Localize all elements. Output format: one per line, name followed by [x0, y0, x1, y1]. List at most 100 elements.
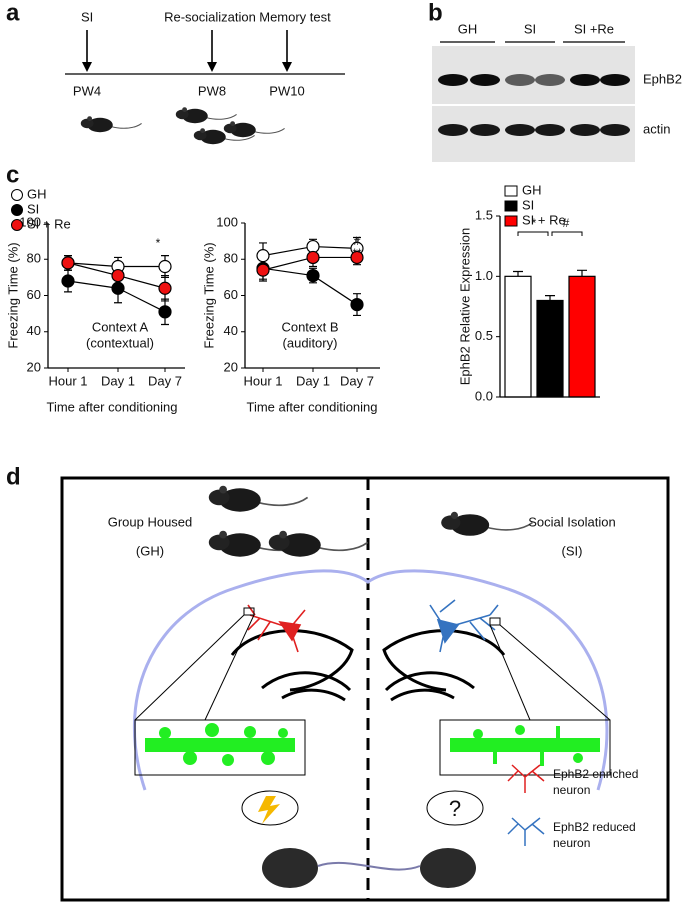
arrow-head — [282, 62, 292, 72]
band — [600, 124, 630, 136]
significance: # — [563, 216, 570, 230]
panel-label: a — [6, 0, 20, 26]
marker — [306, 268, 320, 283]
x-axis-label: Time after conditioning — [46, 399, 177, 414]
hippocampus — [230, 629, 506, 702]
error-bar — [545, 295, 555, 301]
band — [438, 74, 468, 86]
arrow-head — [207, 62, 217, 72]
group-label: GH — [458, 21, 478, 36]
legend-label: GH — [522, 182, 542, 197]
group-label: SI +Re — [574, 21, 614, 36]
x-tick-label: Day 7 — [340, 373, 374, 388]
band — [470, 124, 500, 136]
marker — [61, 256, 75, 270]
y-tick-label: 80 — [27, 251, 41, 266]
group-abbr: (SI) — [562, 543, 583, 558]
marker — [306, 250, 320, 265]
panel-label: c — [6, 161, 19, 188]
band — [570, 74, 600, 86]
group-title: Group Housed — [108, 514, 193, 529]
event-label: Memory test — [259, 9, 331, 24]
marker — [350, 250, 364, 265]
legend-marker — [11, 189, 23, 201]
panel-label: d — [6, 463, 21, 490]
x-tick-label: Day 1 — [101, 373, 135, 388]
legend-label: GH — [27, 186, 47, 201]
neuron-red — [247, 604, 306, 653]
y-tick-label: 20 — [224, 359, 238, 374]
mice — [80, 106, 286, 145]
marker — [158, 281, 172, 295]
x-axis-label: Time after conditioning — [246, 399, 377, 414]
y-tick-label: 1.5 — [475, 207, 493, 222]
brain-outline — [132, 569, 609, 791]
legend-text: EphB2 reduced — [553, 820, 636, 834]
legend-swatch — [504, 200, 518, 212]
legend-neuron — [507, 764, 545, 793]
frame — [60, 476, 670, 902]
y-tick-label: 60 — [27, 287, 41, 302]
group-title: Social Isolation — [528, 514, 615, 529]
svg-text:?: ? — [449, 796, 461, 821]
band — [535, 74, 565, 86]
bracket — [517, 231, 583, 236]
y-axis-label: Freezing Time (%) — [201, 242, 216, 348]
x-tick-label: Day 7 — [148, 373, 182, 388]
annotation: (contextual) — [86, 335, 154, 350]
marker — [61, 274, 75, 288]
y-axis-label: Freezing Time (%) — [5, 242, 20, 348]
bar — [504, 275, 532, 398]
annotation: (auditory) — [283, 335, 338, 350]
legend-text: neuron — [553, 836, 590, 850]
event-label: SI — [81, 9, 93, 24]
y-tick-label: 0.0 — [475, 388, 493, 403]
annotation: Context A — [92, 319, 149, 334]
significance: * — [532, 216, 537, 230]
band — [438, 124, 468, 136]
y-tick-label: 1.0 — [475, 268, 493, 283]
time-label: PW4 — [73, 83, 101, 98]
y-tick-label: 80 — [224, 251, 238, 266]
marker — [111, 268, 125, 283]
x-tick-label: Hour 1 — [48, 373, 87, 388]
legend-swatch — [504, 215, 518, 227]
legend-label: SI + Re — [522, 212, 566, 227]
group-abbr: (GH) — [136, 543, 164, 558]
event-label: Re-socialization — [164, 9, 256, 24]
x-tick-label: Hour 1 — [243, 373, 282, 388]
legend-swatch — [504, 185, 518, 197]
marker — [256, 263, 270, 277]
band — [470, 74, 500, 86]
annotation: Context B — [281, 319, 338, 334]
legend-text: neuron — [553, 783, 590, 797]
y-axis-label: EphB2 Relative Expression — [457, 228, 472, 386]
bar — [536, 299, 564, 398]
significance: * — [156, 236, 161, 250]
legend-marker — [11, 204, 23, 216]
legend-marker — [11, 219, 23, 231]
y-tick-label: 100 — [19, 214, 41, 229]
marker — [111, 281, 125, 295]
panel-label: b — [428, 0, 443, 26]
mice-d: ? — [207, 484, 534, 888]
y-tick-label: 40 — [224, 323, 238, 338]
error-bar — [513, 270, 523, 277]
legend-label: SI + Re — [27, 216, 71, 231]
time-label: PW8 — [198, 83, 226, 98]
band — [535, 124, 565, 136]
marker — [158, 305, 172, 319]
band — [505, 124, 535, 136]
legend-neuron — [507, 817, 545, 846]
band — [570, 124, 600, 136]
y-tick-label: 100 — [216, 214, 238, 229]
marker — [256, 249, 270, 263]
y-tick-label: 40 — [27, 323, 41, 338]
y-tick-label: 20 — [27, 359, 41, 374]
y-tick-label: 0.5 — [475, 328, 493, 343]
band-label: actin — [643, 121, 670, 136]
marker — [306, 239, 320, 254]
time-label: PW10 — [269, 83, 304, 98]
x-tick-label: Day 1 — [296, 373, 330, 388]
